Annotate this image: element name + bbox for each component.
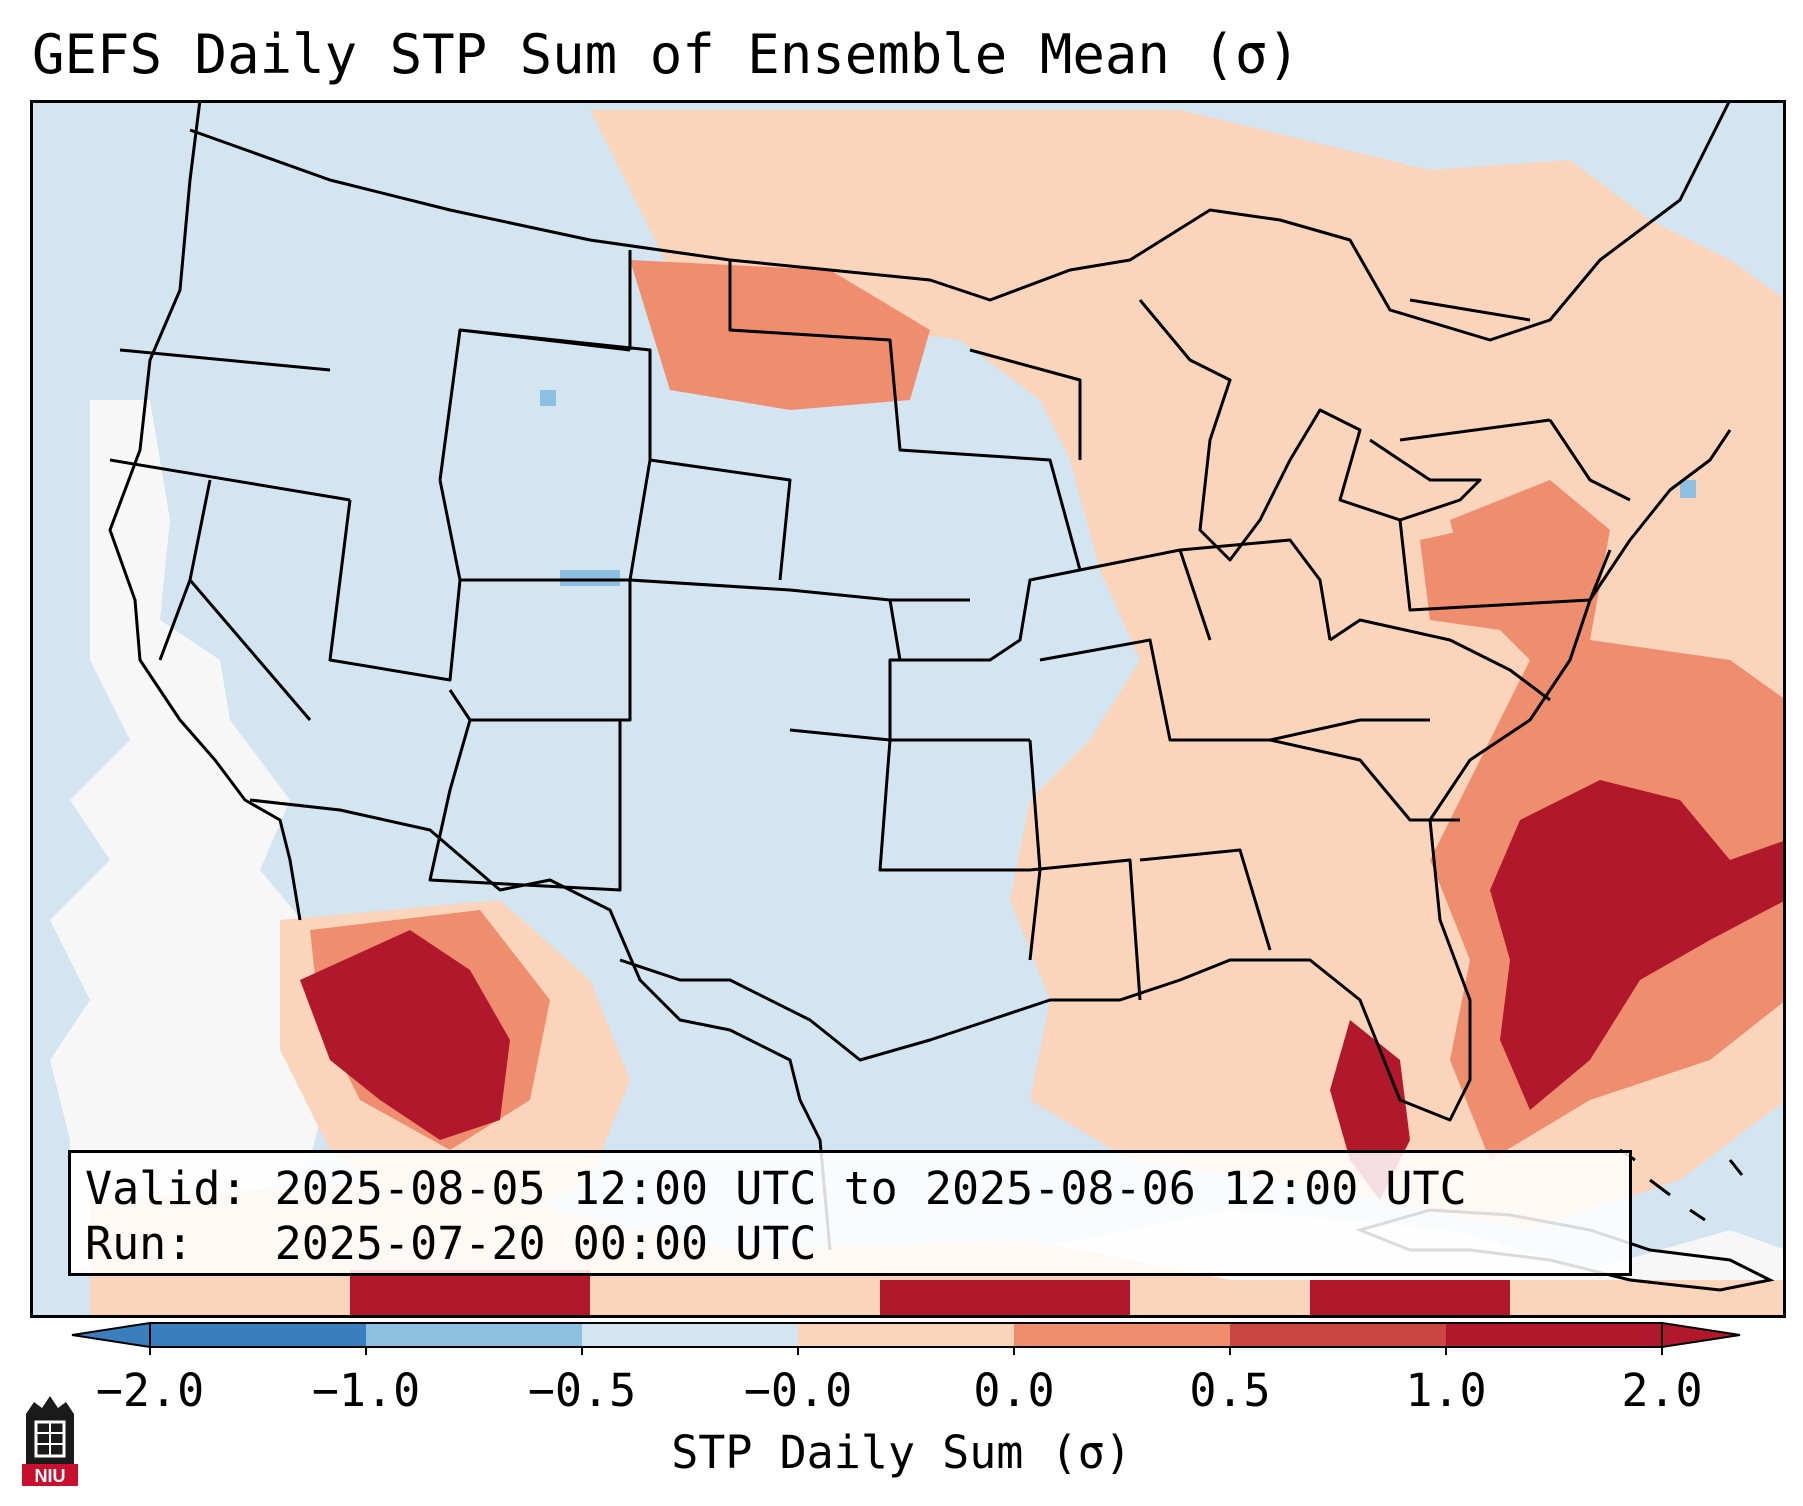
colorbar-segment [366, 1323, 582, 1347]
niu-logo: NIU [22, 1396, 78, 1486]
colorbar-segment [1014, 1323, 1230, 1347]
state-lines-west [109, 250, 970, 892]
negative-cell-wyoming [540, 390, 556, 406]
state-lines-central [728, 260, 1460, 1001]
gulf-coast [619, 429, 1732, 1122]
colorbar-label: STP Daily Sum (σ) [671, 1426, 1132, 1479]
colorbar-tick: 0.0 [973, 1364, 1055, 1417]
neutral-region-pacific [50, 400, 330, 1270]
stp-map [30, 100, 1786, 1318]
chart-title: GEFS Daily STP Sum of Ensemble Mean (σ) [32, 23, 1300, 86]
positive-region-south-edge [350, 1270, 1510, 1318]
colorbar [71, 1321, 1741, 1355]
logo-banner [22, 1464, 78, 1486]
state-lines-east [1329, 298, 1631, 702]
colorbar-tick: 1.0 [1405, 1364, 1487, 1417]
valid-time-text: Valid: 2025-08-05 12:00 UTC to 2025-08-0… [85, 1162, 1467, 1215]
great-lakes [1138, 299, 1482, 562]
colorbar-segments [71, 1321, 1741, 1355]
positive-region-atlantic-max [1490, 780, 1786, 1110]
map-frame [30, 100, 1786, 1318]
mexico-border [249, 798, 832, 1251]
logo-window-lines [36, 1422, 64, 1456]
run-time-text: Run: 2025-07-20 00:00 UTC [85, 1217, 817, 1270]
colorbar-tick: −2.0 [95, 1364, 205, 1417]
positive-region-northeast [1420, 520, 1550, 630]
colorbar-tick: −0.0 [743, 1364, 853, 1417]
colorbar-frame [149, 1322, 1663, 1348]
us-west-coast [108, 100, 302, 921]
colorbar-tick: −0.5 [527, 1364, 637, 1417]
negative-cell-atlantic [1680, 480, 1696, 498]
colorbar-segment [582, 1323, 798, 1347]
positive-region-mexico-max [300, 930, 510, 1140]
us-canada-border [189, 100, 1732, 342]
colorbar-extend-min [71, 1321, 151, 1349]
colorbar-segment [798, 1323, 1014, 1347]
colorbar-segment [150, 1323, 366, 1347]
logo-text: NIU [35, 1466, 66, 1486]
boundary-lines [108, 100, 1732, 1251]
negative-cell-colorado [560, 570, 620, 586]
colorbar-segment [1446, 1323, 1662, 1347]
colorbar-extend-max [1661, 1321, 1741, 1349]
colorbar-segment [1230, 1323, 1446, 1347]
colorbar-tick: 0.5 [1189, 1364, 1271, 1417]
colorbar-tick: 2.0 [1621, 1364, 1703, 1417]
colorbar-tick: −1.0 [311, 1364, 421, 1417]
positive-region-upper-midwest [630, 260, 930, 410]
stp-grid-cells [50, 110, 1786, 1318]
valid-run-annotation: Valid: 2025-08-05 12:00 UTC to 2025-08-0… [68, 1150, 1632, 1276]
